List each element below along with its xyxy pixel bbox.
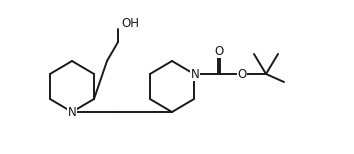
Text: N: N	[190, 67, 199, 81]
Text: O: O	[215, 45, 224, 57]
Text: O: O	[238, 67, 247, 81]
Text: OH: OH	[121, 16, 139, 30]
Text: N: N	[68, 105, 76, 118]
